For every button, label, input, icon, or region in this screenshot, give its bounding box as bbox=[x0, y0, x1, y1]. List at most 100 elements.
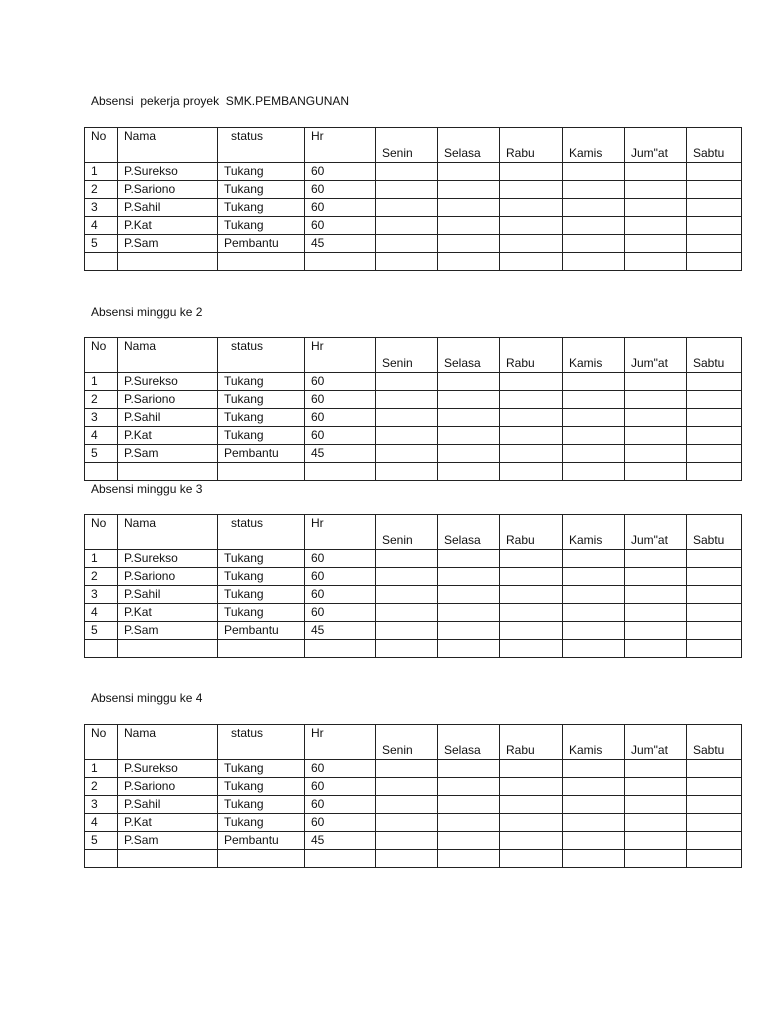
empty-cell[interactable] bbox=[375, 849, 438, 868]
attendance-cell[interactable] bbox=[624, 162, 687, 181]
attendance-cell[interactable] bbox=[686, 549, 742, 568]
attendance-cell[interactable] bbox=[562, 567, 625, 586]
empty-cell[interactable] bbox=[84, 462, 118, 481]
empty-cell[interactable] bbox=[562, 639, 625, 658]
attendance-cell[interactable] bbox=[437, 585, 500, 604]
attendance-cell[interactable] bbox=[686, 759, 742, 778]
attendance-cell[interactable] bbox=[562, 372, 625, 391]
attendance-cell[interactable] bbox=[562, 426, 625, 445]
empty-cell[interactable] bbox=[304, 849, 376, 868]
empty-cell[interactable] bbox=[624, 639, 687, 658]
empty-cell[interactable] bbox=[84, 639, 118, 658]
attendance-cell[interactable] bbox=[437, 621, 500, 640]
attendance-cell[interactable] bbox=[375, 831, 438, 850]
empty-cell[interactable] bbox=[562, 849, 625, 868]
attendance-cell[interactable] bbox=[499, 180, 563, 199]
attendance-cell[interactable] bbox=[437, 390, 500, 409]
attendance-cell[interactable] bbox=[437, 234, 500, 253]
attendance-cell[interactable] bbox=[375, 426, 438, 445]
empty-cell[interactable] bbox=[499, 462, 563, 481]
empty-cell[interactable] bbox=[624, 252, 687, 271]
attendance-cell[interactable] bbox=[499, 549, 563, 568]
empty-cell[interactable] bbox=[437, 252, 500, 271]
attendance-cell[interactable] bbox=[375, 180, 438, 199]
attendance-cell[interactable] bbox=[375, 795, 438, 814]
attendance-cell[interactable] bbox=[686, 426, 742, 445]
attendance-cell[interactable] bbox=[686, 162, 742, 181]
attendance-cell[interactable] bbox=[686, 234, 742, 253]
attendance-cell[interactable] bbox=[499, 621, 563, 640]
attendance-cell[interactable] bbox=[437, 549, 500, 568]
attendance-cell[interactable] bbox=[562, 777, 625, 796]
attendance-cell[interactable] bbox=[686, 372, 742, 391]
empty-cell[interactable] bbox=[437, 639, 500, 658]
attendance-cell[interactable] bbox=[499, 585, 563, 604]
empty-cell[interactable] bbox=[375, 462, 438, 481]
attendance-cell[interactable] bbox=[686, 180, 742, 199]
attendance-cell[interactable] bbox=[375, 549, 438, 568]
empty-cell[interactable] bbox=[217, 849, 305, 868]
empty-cell[interactable] bbox=[624, 462, 687, 481]
empty-cell[interactable] bbox=[562, 462, 625, 481]
attendance-cell[interactable] bbox=[499, 372, 563, 391]
attendance-cell[interactable] bbox=[624, 372, 687, 391]
empty-cell[interactable] bbox=[499, 639, 563, 658]
empty-cell[interactable] bbox=[304, 252, 376, 271]
attendance-cell[interactable] bbox=[562, 180, 625, 199]
empty-cell[interactable] bbox=[117, 252, 218, 271]
empty-cell[interactable] bbox=[562, 252, 625, 271]
attendance-cell[interactable] bbox=[562, 234, 625, 253]
empty-cell[interactable] bbox=[499, 849, 563, 868]
attendance-cell[interactable] bbox=[562, 162, 625, 181]
attendance-cell[interactable] bbox=[562, 603, 625, 622]
attendance-cell[interactable] bbox=[624, 813, 687, 832]
attendance-cell[interactable] bbox=[562, 795, 625, 814]
attendance-cell[interactable] bbox=[437, 795, 500, 814]
attendance-cell[interactable] bbox=[624, 390, 687, 409]
empty-cell[interactable] bbox=[437, 462, 500, 481]
attendance-cell[interactable] bbox=[437, 408, 500, 427]
attendance-cell[interactable] bbox=[686, 216, 742, 235]
attendance-cell[interactable] bbox=[499, 831, 563, 850]
attendance-cell[interactable] bbox=[562, 831, 625, 850]
attendance-cell[interactable] bbox=[437, 759, 500, 778]
attendance-cell[interactable] bbox=[375, 444, 438, 463]
attendance-cell[interactable] bbox=[499, 162, 563, 181]
attendance-cell[interactable] bbox=[437, 813, 500, 832]
empty-cell[interactable] bbox=[304, 639, 376, 658]
empty-cell[interactable] bbox=[686, 639, 742, 658]
attendance-cell[interactable] bbox=[624, 549, 687, 568]
attendance-cell[interactable] bbox=[499, 759, 563, 778]
attendance-cell[interactable] bbox=[437, 180, 500, 199]
empty-cell[interactable] bbox=[375, 252, 438, 271]
attendance-cell[interactable] bbox=[562, 444, 625, 463]
attendance-cell[interactable] bbox=[375, 162, 438, 181]
attendance-cell[interactable] bbox=[437, 198, 500, 217]
attendance-cell[interactable] bbox=[562, 585, 625, 604]
attendance-cell[interactable] bbox=[686, 408, 742, 427]
empty-cell[interactable] bbox=[375, 639, 438, 658]
attendance-cell[interactable] bbox=[499, 795, 563, 814]
attendance-cell[interactable] bbox=[686, 390, 742, 409]
attendance-cell[interactable] bbox=[624, 234, 687, 253]
attendance-cell[interactable] bbox=[499, 234, 563, 253]
attendance-cell[interactable] bbox=[686, 777, 742, 796]
attendance-cell[interactable] bbox=[562, 198, 625, 217]
attendance-cell[interactable] bbox=[686, 831, 742, 850]
attendance-cell[interactable] bbox=[375, 198, 438, 217]
attendance-cell[interactable] bbox=[437, 426, 500, 445]
attendance-cell[interactable] bbox=[624, 759, 687, 778]
attendance-cell[interactable] bbox=[375, 216, 438, 235]
attendance-cell[interactable] bbox=[624, 216, 687, 235]
attendance-cell[interactable] bbox=[437, 567, 500, 586]
attendance-cell[interactable] bbox=[624, 603, 687, 622]
attendance-cell[interactable] bbox=[624, 567, 687, 586]
attendance-cell[interactable] bbox=[375, 603, 438, 622]
empty-cell[interactable] bbox=[117, 462, 218, 481]
attendance-cell[interactable] bbox=[499, 408, 563, 427]
attendance-cell[interactable] bbox=[375, 813, 438, 832]
empty-cell[interactable] bbox=[686, 252, 742, 271]
attendance-cell[interactable] bbox=[437, 444, 500, 463]
attendance-cell[interactable] bbox=[499, 813, 563, 832]
attendance-cell[interactable] bbox=[562, 549, 625, 568]
